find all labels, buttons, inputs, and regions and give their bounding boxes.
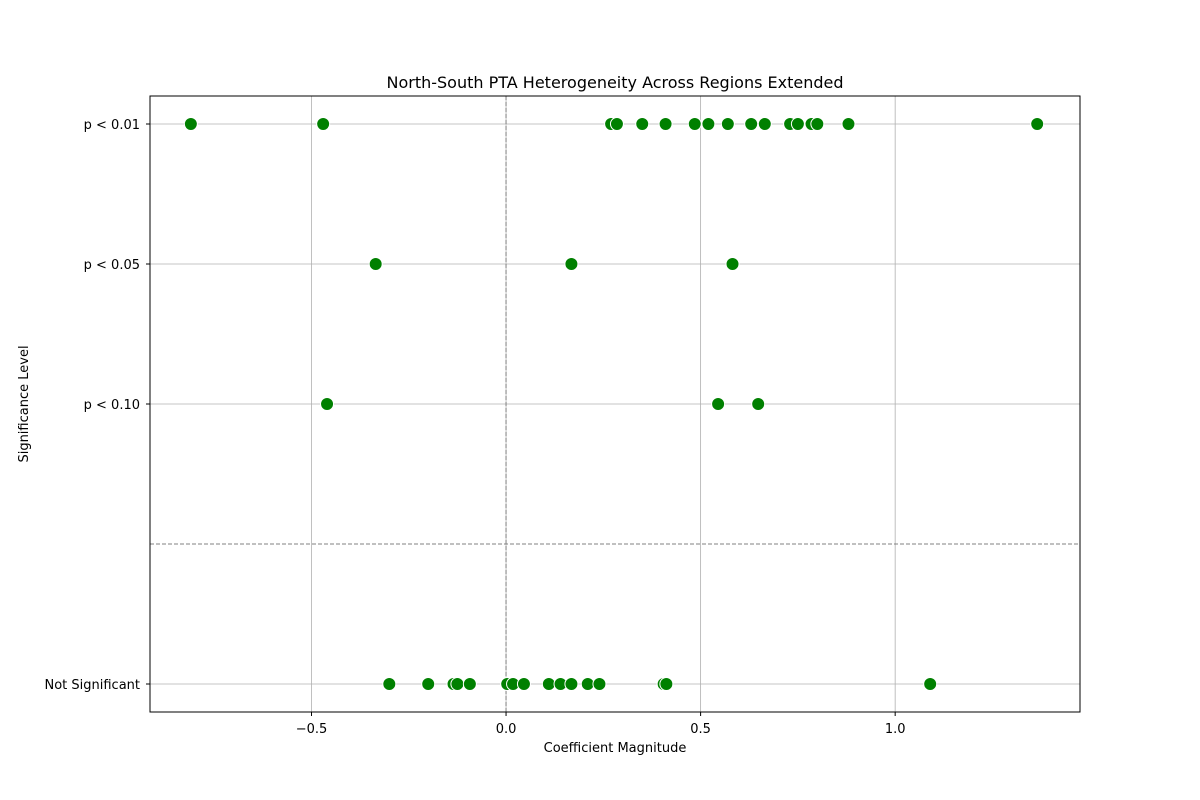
data-point: [658, 117, 673, 131]
data-point: [790, 117, 805, 131]
data-point: [316, 117, 331, 131]
data-point: [635, 117, 650, 131]
x-axis-title: Coefficient Magnitude: [544, 741, 687, 756]
x-axis-ticks: −0.5 0.0 0.5 1.0: [296, 712, 906, 737]
chart-title: North-South PTA Heterogeneity Across Reg…: [386, 73, 843, 92]
data-point: [751, 397, 766, 411]
x-tick-label: 0.0: [496, 722, 517, 737]
data-point: [320, 397, 335, 411]
y-tick-label: p < 0.01: [84, 118, 140, 133]
data-point: [421, 677, 436, 691]
data-point: [923, 677, 938, 691]
data-point: [720, 117, 735, 131]
reference-lines: [150, 96, 1080, 712]
points-layer: [183, 117, 1045, 691]
data-point: [810, 117, 825, 131]
data-point: [701, 117, 716, 131]
data-point: [564, 677, 579, 691]
data-point: [687, 117, 702, 131]
data-point: [1030, 117, 1045, 131]
y-axis-ticks: p < 0.01 p < 0.05 p < 0.10 Not Significant: [44, 118, 150, 693]
data-point: [462, 677, 477, 691]
data-point: [757, 117, 772, 131]
y-axis-title: Significance Level: [17, 345, 32, 462]
data-point: [450, 677, 465, 691]
data-point: [183, 117, 198, 131]
data-point: [564, 257, 579, 271]
grid-layer: [150, 96, 1080, 712]
data-point: [841, 117, 856, 131]
y-tick-label: p < 0.10: [84, 398, 140, 413]
data-point: [580, 677, 595, 691]
data-point: [541, 677, 556, 691]
data-point: [659, 677, 674, 691]
y-tick-label: Not Significant: [44, 678, 140, 693]
y-tick-label: p < 0.05: [84, 258, 140, 273]
data-point: [516, 677, 531, 691]
data-point: [382, 677, 397, 691]
x-tick-label: −0.5: [296, 722, 328, 737]
data-point: [592, 677, 607, 691]
data-point: [711, 397, 726, 411]
data-point: [725, 257, 740, 271]
x-tick-label: 1.0: [885, 722, 906, 737]
x-tick-label: 0.5: [690, 722, 711, 737]
data-point: [609, 117, 624, 131]
data-point: [368, 257, 383, 271]
data-point: [744, 117, 759, 131]
